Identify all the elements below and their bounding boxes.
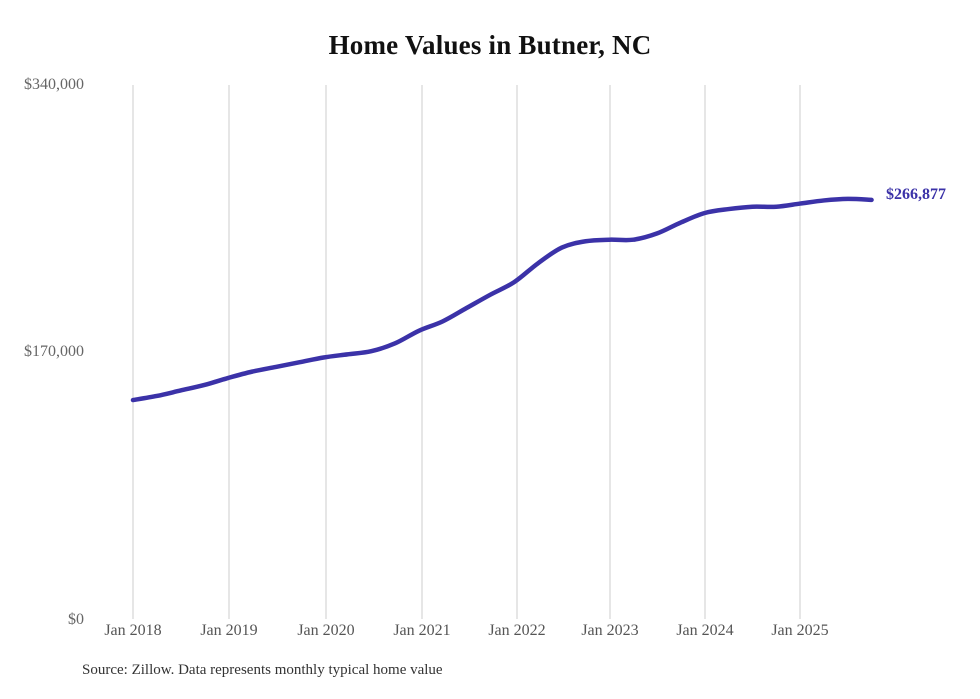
x-tick-label-jan-2022: Jan 2022 [488, 622, 546, 639]
x-tick-label-jan-2018: Jan 2018 [104, 622, 162, 639]
y-tick-label-170000: $170,000 [24, 343, 84, 360]
x-tick-label-jan-2025: Jan 2025 [771, 622, 829, 639]
data-line-series [130, 196, 874, 403]
y-tick-label-0: $0 [68, 611, 84, 628]
gridlines [132, 85, 801, 619]
x-tick-label-jan-2023: Jan 2023 [581, 622, 639, 639]
end-value-label: $266,877 [886, 186, 946, 203]
x-tick-label-jan-2021: Jan 2021 [393, 622, 451, 639]
y-tick-label-340000: $340,000 [24, 76, 84, 93]
x-tick-label-jan-2024: Jan 2024 [676, 622, 734, 639]
source-note: Source: Zillow. Data represents monthly … [82, 662, 443, 678]
x-tick-label-jan-2020: Jan 2020 [297, 622, 355, 639]
chart-title: Home Values in Butner, NC [328, 30, 652, 60]
x-tick-label-jan-2019: Jan 2019 [200, 622, 258, 639]
